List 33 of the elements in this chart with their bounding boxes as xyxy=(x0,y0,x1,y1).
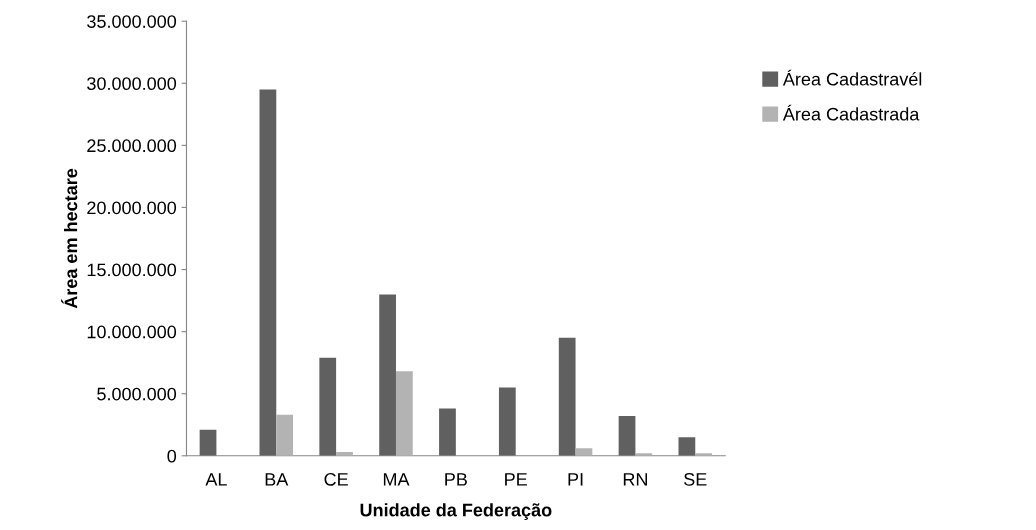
x-tick-label: PI xyxy=(568,473,583,486)
x-tick-label: PB xyxy=(445,473,467,486)
bar xyxy=(276,414,294,456)
y-tick-label: 25.000.000 xyxy=(87,139,177,153)
bar xyxy=(319,357,337,456)
y-tick-label: 20.000.000 xyxy=(87,201,177,215)
bar xyxy=(498,387,516,456)
x-tick-label: PE xyxy=(505,473,527,486)
legend-label: Área Cadastravél xyxy=(782,69,922,86)
x-axis-title: Unidade da Federação xyxy=(360,503,552,521)
y-tick-label: 5.000.000 xyxy=(97,387,177,401)
x-tick-label: SE xyxy=(684,472,707,486)
x-tick-label: CE xyxy=(324,472,348,486)
bar xyxy=(259,89,277,456)
bar xyxy=(439,408,456,456)
bar xyxy=(199,429,217,456)
x-tick-label: BA xyxy=(265,473,289,486)
x-tick-label: MA xyxy=(383,473,410,486)
bar xyxy=(379,294,396,456)
bar xyxy=(558,337,576,456)
bar xyxy=(618,416,636,456)
y-tick-label: 10.000.000 xyxy=(87,325,177,339)
x-tick-label: RN xyxy=(623,473,647,486)
y-tick-label: 15.000.000 xyxy=(87,263,177,277)
legend-label: Área Cadastrada xyxy=(782,104,920,121)
y-axis-title: Área em hectare xyxy=(61,168,78,309)
y-tick-label: 30.000.000 xyxy=(87,77,177,91)
y-tick-label: 0 xyxy=(167,449,177,463)
y-tick-label: 35.000.000 xyxy=(87,15,177,28)
bar xyxy=(678,437,696,456)
x-tick-label: AL xyxy=(205,473,227,486)
bar xyxy=(575,448,593,456)
bar xyxy=(395,371,413,456)
